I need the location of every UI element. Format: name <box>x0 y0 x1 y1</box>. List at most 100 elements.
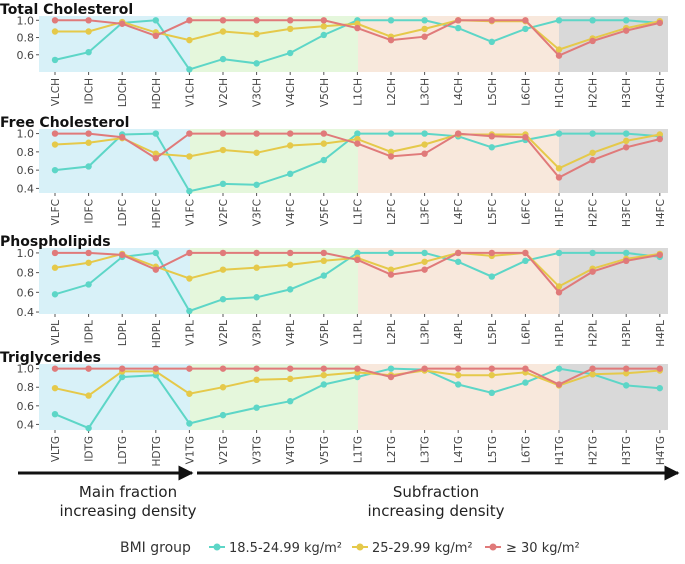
legend-dot-obese <box>489 543 497 551</box>
data-point-normal <box>555 365 563 372</box>
data-point-obese <box>656 251 663 259</box>
panel-phospholipids: Phospholipids 0.4 0.6 0.8 1.0 VLPL IDPL LDPL HDP… <box>0 234 668 348</box>
data-point-normal <box>85 48 92 56</box>
data-point-normal <box>354 130 361 137</box>
data-point-obese <box>656 135 663 143</box>
data-point-normal <box>287 286 294 293</box>
data-point-obese <box>387 36 395 44</box>
x-tick-label: H1TG <box>554 436 566 465</box>
x-tick-label: IDTG <box>84 436 96 462</box>
data-point-obese <box>152 365 159 372</box>
data-point-overweight <box>186 275 193 282</box>
x-tick-label: HDTG <box>151 436 163 467</box>
x-tick-label: L3CH <box>420 78 432 106</box>
data-point-obese <box>387 373 395 381</box>
x-tick-label: V2CH <box>218 78 230 107</box>
x-tick-label: L2PL <box>386 320 398 345</box>
x-tick-label: V4PL <box>285 320 297 346</box>
data-point-overweight <box>186 390 193 397</box>
y-tick-label: 1.0 <box>17 363 35 376</box>
data-point-normal <box>522 25 529 33</box>
x-tick-label: V2FC <box>218 199 230 226</box>
data-point-normal <box>219 411 227 419</box>
x-tick-label: H3PL <box>621 320 633 347</box>
data-point-overweight <box>253 264 260 271</box>
data-point-normal <box>354 249 361 257</box>
x-tick-label: V5FC <box>319 199 331 226</box>
x-tick-label: H4PL <box>655 320 667 347</box>
data-point-obese <box>320 130 327 137</box>
data-point-obese <box>219 365 227 372</box>
x-tick-label: V4CH <box>285 78 297 107</box>
data-point-obese <box>186 130 193 137</box>
panel-title: Total Cholesterol <box>0 2 133 18</box>
data-point-obese <box>656 365 663 372</box>
data-point-overweight <box>421 25 428 33</box>
data-point-normal <box>186 307 193 315</box>
x-tick-label: V4FC <box>285 199 297 226</box>
data-point-overweight <box>186 36 193 44</box>
main-fraction-region <box>39 16 190 72</box>
data-point-obese <box>253 365 260 372</box>
x-tick-label: L6PL <box>520 320 532 345</box>
data-point-normal <box>320 156 327 164</box>
data-point-normal <box>656 384 663 392</box>
data-point-obese <box>152 266 159 273</box>
data-point-normal <box>287 49 294 57</box>
data-point-obese <box>354 365 361 372</box>
data-point-obese <box>119 251 126 259</box>
data-point-obese <box>119 134 126 141</box>
x-tick-label: H1PL <box>554 320 566 347</box>
y-tick-label: 0.6 <box>17 49 35 62</box>
data-point-overweight <box>320 257 327 265</box>
data-point-obese <box>522 134 529 141</box>
x-tick-label: V1FC <box>184 199 196 226</box>
data-point-obese <box>555 174 563 181</box>
data-point-overweight <box>287 25 294 33</box>
data-point-normal <box>320 272 327 279</box>
x-tick-label: LDTG <box>117 436 129 465</box>
data-point-obese <box>51 365 59 372</box>
data-point-obese <box>354 24 361 32</box>
data-point-normal <box>354 373 361 381</box>
data-point-obese <box>119 20 126 27</box>
y-tick-label: 0.6 <box>17 164 35 177</box>
data-point-overweight <box>219 384 227 391</box>
data-point-obese <box>85 17 92 24</box>
y-tick-label: 0.8 <box>17 146 35 159</box>
x-tick-label: IDFC <box>84 199 96 224</box>
data-point-obese <box>488 17 495 24</box>
data-point-normal <box>522 379 529 386</box>
y-tick-label: 1.0 <box>17 14 35 27</box>
data-point-obese <box>421 150 428 157</box>
data-point-normal <box>623 382 630 389</box>
data-point-normal <box>51 166 59 174</box>
panel-title: Free Cholesterol <box>0 115 129 131</box>
subfraction-label-line2: increasing density <box>368 502 505 520</box>
data-point-normal <box>253 294 260 301</box>
y-tick-label: 0.4 <box>17 418 35 431</box>
x-tick-label: L4CH <box>453 78 465 106</box>
data-point-obese <box>287 17 294 24</box>
x-tick-label: V3PL <box>252 320 264 346</box>
data-point-obese <box>522 365 529 372</box>
data-point-normal <box>253 60 260 67</box>
data-point-normal <box>253 181 260 188</box>
data-point-obese <box>320 365 327 372</box>
data-point-normal <box>421 17 428 24</box>
data-point-normal <box>186 187 193 195</box>
data-point-normal <box>85 424 92 432</box>
data-point-overweight <box>287 375 294 383</box>
x-tick-label: L2CH <box>386 78 398 106</box>
data-point-overweight <box>85 139 92 146</box>
x-tick-label: V5CH <box>319 78 331 107</box>
data-point-normal <box>488 273 495 280</box>
y-tick-label: 1.0 <box>17 247 35 260</box>
data-point-overweight <box>320 140 327 147</box>
data-point-overweight <box>85 28 92 35</box>
subfraction-label-line1: Subfraction <box>393 483 479 501</box>
data-point-obese <box>555 52 563 59</box>
data-point-overweight <box>387 266 395 273</box>
data-point-obese <box>152 155 159 162</box>
